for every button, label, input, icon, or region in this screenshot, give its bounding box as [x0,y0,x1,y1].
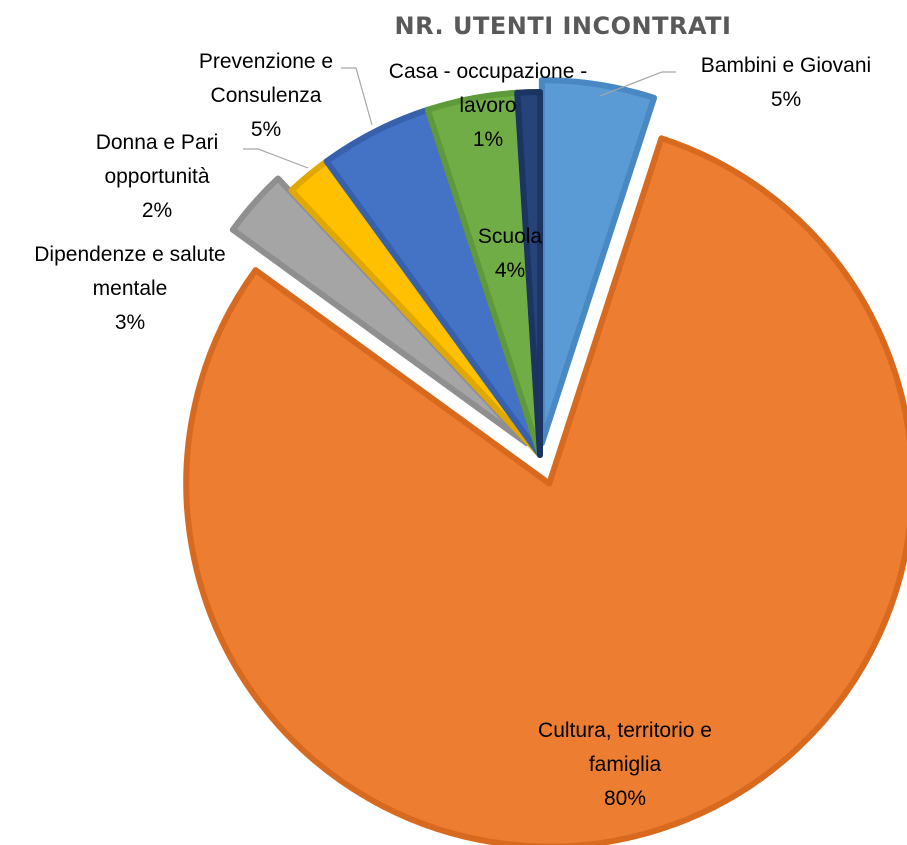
data-label-dipendenze-salute-mentale: Dipendenze e salute mentale 3% [34,243,225,334]
data-label-line: Scuola [478,225,543,248]
data-label-prevenzione-consulenza: Prevenzione e Consulenza 5% [199,50,333,141]
leader-line-donna [243,148,309,169]
data-label-line: 3% [115,311,145,334]
pie-slice-dipendenze-salute-mentale [229,175,530,447]
data-label-casa-occupazione-lavoro: Casa - occupazione - lavoro 1% [389,60,587,151]
leader-line-bambini [599,71,676,97]
pie-slice-cultura-territorio-famiglia [183,135,907,845]
pie-slices [183,77,907,845]
data-label-line: Donna e Pari [96,131,219,154]
pie-slice-bambini-e-giovani [538,77,658,447]
data-label-line: Casa - occupazione - [389,60,587,83]
data-labels: Bambini e Giovani 5% Cultura, territorio e… [34,50,871,810]
data-label-cultura-territorio-famiglia: Cultura, territorio e famiglia 80% [538,719,712,810]
data-label-line: Dipendenze e salute [34,243,225,266]
data-label-line: lavoro [459,94,516,117]
leader-lines [243,67,676,169]
leader-line-prevenzione [341,67,373,126]
data-label-scuola: Scuola 4% [478,225,543,282]
data-label-line: Bambini e Giovani [701,54,871,77]
data-label-line: 4% [495,259,525,282]
data-label-line: Consulenza [211,84,322,107]
data-label-line: Cultura, territorio e [538,719,712,742]
data-label-line: 2% [142,199,172,222]
data-label-line: opportunità [104,165,209,188]
data-label-bambini-e-giovani: Bambini e Giovani 5% [701,54,871,111]
data-label-line: famiglia [589,753,662,776]
data-label-donna-pari-opportunita: Donna e Pari opportunità 2% [96,131,219,222]
data-label-line: Prevenzione e [199,50,333,73]
pie-slice-casa-occupazione-lavoro [514,89,543,458]
data-label-line: mentale [93,277,168,300]
data-label-line: 5% [251,118,281,141]
chart-title: NR. UTENTI INCONTRATI [395,12,732,40]
data-label-line: 1% [473,128,503,151]
data-label-line: 80% [604,787,646,810]
data-label-line: 5% [771,88,801,111]
